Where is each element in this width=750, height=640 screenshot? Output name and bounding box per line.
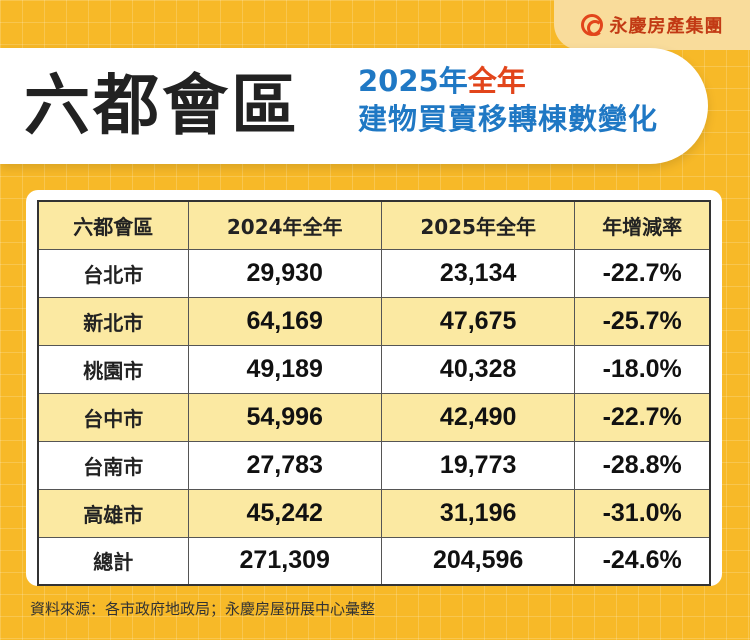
table-cell-city: 台中市 <box>37 392 189 442</box>
table-row: 台南市 27,783 19,773 -28.8% <box>37 440 711 490</box>
table-header-row: 六都會區 2024年全年 2025年全年 年增減率 <box>37 200 711 250</box>
table-cell-city: 新北市 <box>37 296 189 346</box>
subtitle-year: 2025年 <box>358 64 468 98</box>
table-cell-value: 40,328 <box>380 344 576 394</box>
table-cell-value: 271,309 <box>187 536 382 586</box>
table-cell-value: 27,783 <box>187 440 382 490</box>
table-cell-rate: -31.0% <box>574 488 711 538</box>
table-cell-value: 49,189 <box>187 344 382 394</box>
table-cell-value: 204,596 <box>380 536 576 586</box>
subtitle-line2: 建物買賣移轉棟數變化 <box>358 102 659 136</box>
brand-name: 永慶房產集團 <box>609 16 724 37</box>
table-cell-rate: -28.8% <box>574 440 711 490</box>
page-subtitle: 2025年全年 建物買賣移轉棟數變化 <box>358 62 658 138</box>
brand-tab: 永慶房產集團 <box>554 0 750 50</box>
table-cell-city: 桃園市 <box>37 344 189 394</box>
column-header: 2024年全年 <box>187 200 382 250</box>
table-cell-rate: -18.0% <box>574 344 711 394</box>
table-row-total: 總計 271,309 204,596 -24.6% <box>37 536 711 586</box>
table-cell-value: 42,490 <box>380 392 576 442</box>
column-header: 年增減率 <box>574 200 711 250</box>
column-header: 六都會區 <box>37 200 189 250</box>
table-cell-rate: -25.7% <box>574 296 711 346</box>
table-cell-value: 31,196 <box>380 488 576 538</box>
table-cell-city: 台北市 <box>37 248 189 298</box>
table-cell-city: 高雄市 <box>37 488 189 538</box>
subtitle-full: 全年 <box>467 64 526 98</box>
table-cell-value: 19,773 <box>380 440 576 490</box>
table-cell-value: 47,675 <box>380 296 576 346</box>
data-table: 六都會區 2024年全年 2025年全年 年增減率 台北市 29,930 23,… <box>37 200 711 586</box>
table-cell-value: 64,169 <box>187 296 382 346</box>
table-row: 桃園市 49,189 40,328 -18.0% <box>37 344 711 394</box>
table-cell-value: 54,996 <box>187 392 382 442</box>
table-row: 高雄市 45,242 31,196 -31.0% <box>37 488 711 538</box>
table-cell-rate: -22.7% <box>574 392 711 442</box>
table-cell-city: 台南市 <box>37 440 189 490</box>
table-cell-city: 總計 <box>37 536 189 586</box>
source-footnote: 資料來源：各市政府地政局；永慶房屋研展中心彙整 <box>30 600 376 618</box>
column-header: 2025年全年 <box>380 200 576 250</box>
data-table-card: 六都會區 2024年全年 2025年全年 年增減率 台北市 29,930 23,… <box>26 190 722 586</box>
page-title: 六都會區 <box>24 67 300 144</box>
header-banner: 六都會區 2025年全年 建物買賣移轉棟數變化 <box>0 48 708 164</box>
table-cell-rate: -24.6% <box>574 536 711 586</box>
table-cell-value: 23,134 <box>380 248 576 298</box>
table-cell-rate: -22.7% <box>574 248 711 298</box>
table-row: 台中市 54,996 42,490 -22.7% <box>37 392 711 442</box>
table-cell-value: 29,930 <box>187 248 382 298</box>
yongqing-logo-icon <box>580 14 603 36</box>
table-cell-value: 45,242 <box>187 488 382 538</box>
table-row: 台北市 29,930 23,134 -22.7% <box>37 248 711 298</box>
table-row: 新北市 64,169 47,675 -25.7% <box>37 296 711 346</box>
